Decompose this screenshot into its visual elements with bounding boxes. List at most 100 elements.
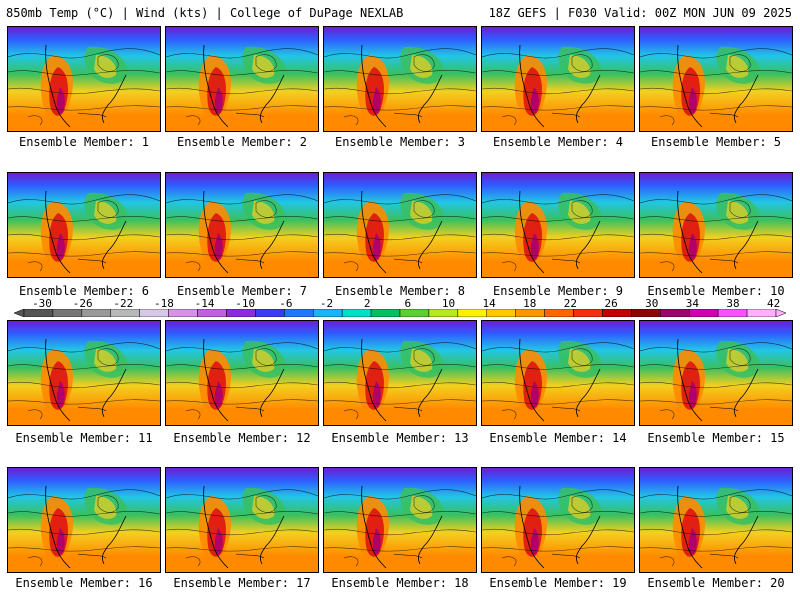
colorbar-swatch — [23, 309, 54, 317]
ensemble-member-label: Ensemble Member: 12 — [173, 431, 311, 445]
temperature-map — [640, 321, 792, 425]
color-scale-bar — [14, 309, 786, 317]
colorbar-swatch — [197, 309, 227, 317]
ensemble-member-label: Ensemble Member: 10 — [647, 284, 785, 298]
temperature-map — [482, 27, 634, 131]
ensemble-map-panel — [165, 467, 319, 573]
ensemble-map-panel — [639, 320, 793, 426]
ensemble-member-label: Ensemble Member: 9 — [492, 284, 624, 298]
colorbar-tick-label: 26 — [604, 297, 618, 310]
colorbar-swatch — [573, 309, 603, 317]
ensemble-member-label: Ensemble Member: 18 — [331, 576, 469, 590]
ensemble-member-label: Ensemble Member: 20 — [647, 576, 785, 590]
colorbar-tick-label: -18 — [154, 297, 174, 310]
ensemble-map-panel — [481, 26, 635, 132]
temperature-map — [166, 27, 318, 131]
colorbar-tick-label: -6 — [279, 297, 293, 310]
temperature-map — [482, 321, 634, 425]
colorbar-swatch — [341, 309, 372, 317]
ensemble-member-label: Ensemble Member: 19 — [489, 576, 627, 590]
colorbar-swatch — [602, 309, 632, 317]
chart-title: 850mb Temp (°C) | Wind (kts) | College o… — [6, 6, 404, 20]
colorbar-tick-label: 22 — [563, 297, 578, 310]
colorbar-swatch — [544, 309, 574, 317]
temperature-map — [324, 173, 476, 277]
colorbar-swatch — [486, 309, 516, 317]
ensemble-member-label: Ensemble Member: 3 — [334, 135, 466, 149]
colorbar-swatch — [457, 309, 488, 317]
colorbar-tick-label: 30 — [645, 297, 659, 310]
colorbar-tick-label: -26 — [72, 297, 93, 310]
ensemble-map-panel — [481, 320, 635, 426]
temperature-map — [640, 468, 792, 572]
colorbar-tick-label: 34 — [685, 297, 699, 310]
colorbar-swatch — [370, 309, 401, 317]
ensemble-map-panel — [7, 172, 161, 278]
temperature-map — [8, 321, 160, 425]
colorbar-tick-label: -14 — [194, 297, 215, 310]
temperature-map — [166, 173, 318, 277]
colorbar-swatch — [255, 309, 285, 317]
ensemble-member-label: Ensemble Member: 17 — [173, 576, 311, 590]
temperature-map — [166, 321, 318, 425]
colorbar-swatch — [139, 309, 169, 317]
ensemble-member-label: Ensemble Member: 14 — [489, 431, 627, 445]
ensemble-member-label: Ensemble Member: 7 — [176, 284, 308, 298]
ensemble-map-panel — [7, 26, 161, 132]
ensemble-map-panel — [323, 467, 477, 573]
ensemble-map-panel — [481, 467, 635, 573]
colorbar-swatch — [52, 309, 83, 317]
ensemble-member-label: Ensemble Member: 16 — [15, 576, 153, 590]
colorbar-tick-label: -30 — [32, 297, 52, 310]
ensemble-member-label: Ensemble Member: 13 — [331, 431, 469, 445]
ensemble-map-panel — [323, 172, 477, 278]
colorbar-tick-label: 18 — [523, 297, 537, 310]
colorbar-swatch — [284, 309, 314, 317]
temperature-map — [324, 27, 476, 131]
colorbar-tick-label: -10 — [235, 297, 256, 310]
colorbar-tick-label: -22 — [113, 297, 134, 310]
temperature-map — [8, 27, 160, 131]
temperature-map — [324, 321, 476, 425]
colorbar-tick-label: 2 — [363, 297, 371, 310]
ensemble-map-panel — [481, 172, 635, 278]
colorbar-swatch — [631, 309, 661, 317]
colorbar-swatch — [515, 309, 545, 317]
ensemble-map-panel — [165, 172, 319, 278]
ensemble-member-label: Ensemble Member: 5 — [650, 135, 782, 149]
temperature-map — [482, 173, 634, 277]
ensemble-map-panel — [7, 467, 161, 573]
temperature-map — [8, 173, 160, 277]
colorbar-swatch — [428, 309, 459, 317]
temperature-map — [482, 468, 634, 572]
ensemble-member-label: Ensemble Member: 6 — [18, 284, 150, 298]
colorbar-tick-label: 14 — [482, 297, 496, 310]
colorbar-tick-label: 6 — [404, 297, 412, 310]
model-valid-time: 18Z GEFS | F030 Valid: 00Z MON JUN 09 20… — [488, 6, 792, 20]
colorbar-swatch — [399, 309, 430, 317]
colorbar-swatch — [81, 309, 112, 317]
ensemble-map-panel — [639, 467, 793, 573]
ensemble-map-panel — [323, 26, 477, 132]
colorbar-tick-label: 38 — [726, 297, 740, 310]
ensemble-map-panel — [639, 26, 793, 132]
colorbar-arrow-low — [14, 309, 25, 317]
ensemble-member-label: Ensemble Member: 4 — [492, 135, 624, 149]
ensemble-map-panel — [165, 26, 319, 132]
colorbar-tick-label: -2 — [319, 297, 334, 310]
colorbar-swatch — [746, 309, 777, 317]
ensemble-member-label: Ensemble Member: 15 — [647, 431, 785, 445]
colorbar-swatch — [312, 309, 343, 317]
colorbar-swatch — [110, 309, 140, 317]
colorbar-swatch — [226, 309, 256, 317]
colorbar-swatch — [717, 309, 748, 317]
temperature-map — [166, 468, 318, 572]
colorbar-swatch — [168, 309, 198, 317]
colorbar-swatch — [688, 309, 719, 317]
temperature-map — [8, 468, 160, 572]
colorbar-tick-label: 42 — [767, 297, 781, 310]
temperature-map — [640, 173, 792, 277]
ensemble-member-label: Ensemble Member: 11 — [15, 431, 153, 445]
colorbar-tick-label: 10 — [441, 297, 456, 310]
ensemble-map-panel — [165, 320, 319, 426]
